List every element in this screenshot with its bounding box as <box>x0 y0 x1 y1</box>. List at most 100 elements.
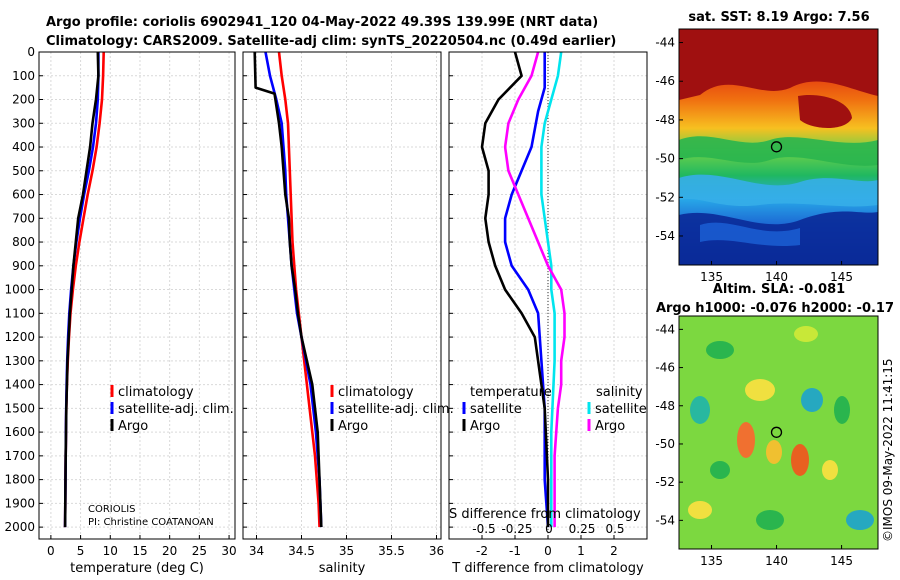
series-line-argo <box>63 51 100 528</box>
y-tick-label: 700 <box>12 211 35 225</box>
x-tick-label: 34 <box>249 544 264 558</box>
map-y-tick-label: -44 <box>655 322 675 336</box>
sla-field <box>679 316 878 549</box>
legend-group-salinity-title: salinity <box>596 385 643 400</box>
temperature-legend: climatology satellite-adj. clim. Argo <box>110 385 234 434</box>
x-tick-label: -2 <box>476 544 488 558</box>
map-x-tick-label: 140 <box>765 554 788 568</box>
x-tick-label: 25 <box>192 544 207 558</box>
y-tick-label: 1600 <box>4 425 35 439</box>
s-difference-tick-labels: -0.5 -0.25 0 0.25 0.5 <box>472 522 624 536</box>
map-y-tick-label: -46 <box>655 74 675 88</box>
salinity-panel: 34 34.5 35 35.5 36 salinity <box>242 51 444 576</box>
x-tick-label: 35.5 <box>378 544 405 558</box>
legend-label-satellite: satellite-adj. clim. <box>338 402 454 417</box>
legend-label-climatology: climatology <box>338 385 414 400</box>
map-y-tick-label: -52 <box>655 475 675 489</box>
difference-panel: -2 -1 0 1 2 T difference from climatology <box>448 51 648 576</box>
y-tick-label: 1100 <box>4 306 35 320</box>
legend-label-s-satellite: satellite <box>595 402 647 417</box>
legend-label-t-satellite: satellite <box>470 402 522 417</box>
legend-label-argo: Argo <box>338 419 368 434</box>
legend-group-temperature-title: temperature <box>470 385 552 400</box>
x-tick-label: -1 <box>509 544 521 558</box>
sla-map-title-line1: Altim. SLA: -0.081 <box>713 282 845 297</box>
legend-label-s-argo: Argo <box>595 419 625 434</box>
timestamp-label: ©IMOS 09-May-2022 11:41:15 <box>881 358 895 542</box>
figure-title-line2: Climatology: CARS2009. Satellite-adj cli… <box>46 34 616 49</box>
x-tick-label: 36 <box>429 544 444 558</box>
y-tick-label: 1500 <box>4 401 35 415</box>
y-tick-label: 300 <box>12 116 35 130</box>
salinity-legend: climatology satellite-adj. clim. Argo <box>330 385 454 434</box>
map-y-tick-label: -54 <box>655 513 675 527</box>
sst-field <box>679 29 878 265</box>
sla-map-ticks: 135 140 145 -44 -46 -48 -50 -52 -54 <box>655 322 853 568</box>
series-line-s-argo <box>503 51 566 528</box>
y-tick-label: 0 <box>27 45 35 59</box>
map-x-tick-label: 145 <box>830 270 853 284</box>
sst-map-ticks: 135 140 145 -44 -46 -48 -50 -52 -54 <box>655 36 853 284</box>
temperature-panel: 0 5 10 15 20 25 30 temperature (deg C) 0 100 200 30… <box>4 45 236 576</box>
s-difference-axis-label: S difference from climatology <box>449 507 641 522</box>
map-x-tick-label: 140 <box>765 270 788 284</box>
map-y-tick-label: -52 <box>655 190 675 204</box>
map-y-tick-label: -54 <box>655 229 675 243</box>
map-y-tick-label: -44 <box>655 36 675 50</box>
y-tick-label: 400 <box>12 140 35 154</box>
x-tick-label: 5 <box>77 544 85 558</box>
s-diff-tick-label: 0 <box>545 522 553 536</box>
figure-title-line1: Argo profile: coriolis 6902941_120 04-Ma… <box>46 15 598 30</box>
pi-label: PI: Christine COATANOAN <box>88 517 214 528</box>
salinity-x-axis-label: salinity <box>319 561 366 576</box>
s-diff-tick-label: 0.25 <box>569 522 596 536</box>
temperature-x-axis-label: temperature (deg C) <box>70 561 204 576</box>
s-diff-tick-label: -0.5 <box>472 522 495 536</box>
sst-map-title: sat. SST: 8.19 Argo: 7.56 <box>688 10 869 25</box>
map-x-tick-label: 135 <box>700 554 723 568</box>
map-y-tick-label: -46 <box>655 361 675 375</box>
legend-label-t-argo: Argo <box>470 419 500 434</box>
sst-map: sat. SST: 8.19 Argo: 7.56 135 140 145 -44 -4… <box>655 10 879 284</box>
sst-map-frame <box>678 28 879 266</box>
y-tick-label: 600 <box>12 188 35 202</box>
salinity-plot-frame <box>242 51 442 540</box>
x-tick-label: 10 <box>103 544 118 558</box>
difference-x-axis-label: T difference from climatology <box>451 561 644 576</box>
difference-legend: temperature satellite Argo salinity sate… <box>462 385 647 434</box>
legend-label-satellite: satellite-adj. clim. <box>118 402 234 417</box>
x-tick-label: 15 <box>132 544 147 558</box>
temperature-plot-frame <box>38 51 236 540</box>
y-tick-label: 1200 <box>4 330 35 344</box>
map-y-tick-label: -48 <box>655 113 675 127</box>
sla-map-frame <box>678 315 879 550</box>
x-tick-label: 1 <box>577 544 585 558</box>
map-x-tick-label: 145 <box>830 554 853 568</box>
y-tick-label: 500 <box>12 164 35 178</box>
legend-label-argo: Argo <box>118 419 148 434</box>
y-tick-label: 200 <box>12 93 35 107</box>
institution-label: CORIOLIS <box>88 504 136 515</box>
sst-argo-location-marker <box>770 141 783 153</box>
series-line-s-satellite <box>540 51 563 528</box>
map-y-tick-label: -48 <box>655 399 675 413</box>
y-tick-label: 1700 <box>4 449 35 463</box>
x-tick-label: 20 <box>162 544 177 558</box>
y-tick-label: 2000 <box>4 520 35 534</box>
y-tick-label: 1800 <box>4 473 35 487</box>
x-tick-label: 0 <box>544 544 552 558</box>
sla-map: Altim. SLA: -0.081 Argo h1000: -0.076 h2… <box>655 282 894 568</box>
legend-label-climatology: climatology <box>118 385 194 400</box>
s-diff-tick-label: -0.25 <box>501 522 532 536</box>
series-line-t-argo <box>480 51 550 528</box>
x-tick-label: 2 <box>610 544 618 558</box>
sla-argo-location-marker <box>770 426 783 438</box>
map-y-tick-label: -50 <box>655 152 675 166</box>
y-tick-label: 1400 <box>4 378 35 392</box>
y-tick-label: 100 <box>12 69 35 83</box>
y-tick-label: 1300 <box>4 354 35 368</box>
x-tick-label: 30 <box>221 544 236 558</box>
x-tick-label: 35 <box>339 544 354 558</box>
x-tick-label: 0 <box>47 544 55 558</box>
